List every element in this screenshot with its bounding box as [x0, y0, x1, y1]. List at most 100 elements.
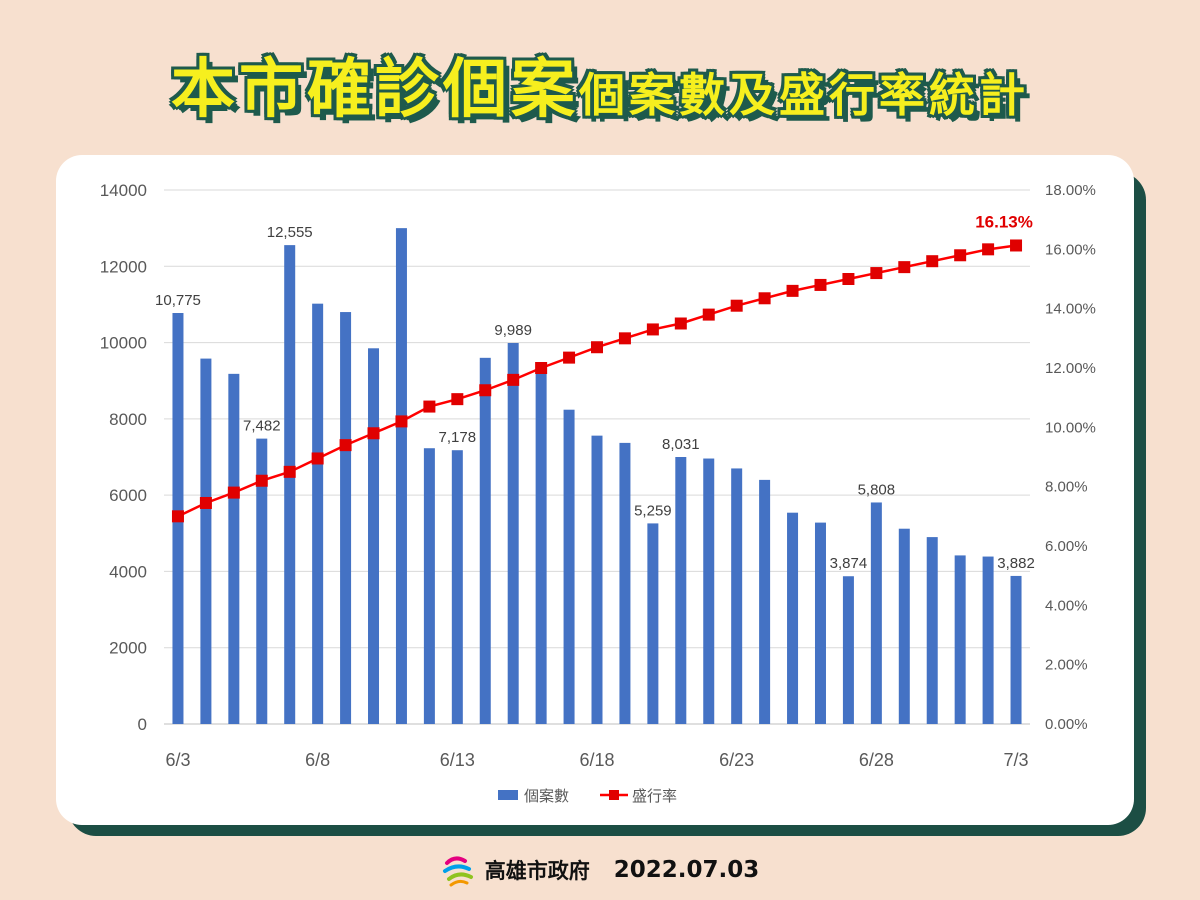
- rate-marker: [395, 415, 408, 428]
- bar: [954, 555, 966, 724]
- rate-marker: [171, 510, 184, 523]
- bar: [870, 502, 882, 724]
- x-tick-label: 6/13: [440, 750, 475, 770]
- footer-date: 2022.07.03: [613, 857, 760, 883]
- bar: [479, 357, 491, 724]
- bar-data-label: 10,775: [155, 292, 201, 309]
- rate-marker: [451, 393, 464, 406]
- bar-data-label: 3,874: [830, 555, 868, 572]
- rate-marker: [954, 249, 967, 262]
- rate-marker: [339, 439, 352, 452]
- y-left-tick-label: 12000: [100, 257, 147, 276]
- legend-label: 個案數: [524, 787, 569, 805]
- rate-data-label: 16.13%: [975, 212, 1033, 231]
- rate-marker: [507, 373, 520, 386]
- y-left-tick-label: 0: [138, 715, 147, 734]
- bar: [619, 442, 631, 724]
- bar: [451, 450, 463, 724]
- y-right-tick-label: 4.00%: [1045, 597, 1088, 614]
- x-tick-label: 6/8: [305, 750, 330, 770]
- x-tick-label: 6/18: [579, 750, 614, 770]
- rate-marker: [199, 496, 212, 509]
- rate-marker: [1010, 239, 1023, 252]
- y-left-tick-label: 8000: [109, 410, 147, 429]
- rate-marker: [255, 474, 268, 487]
- bar: [982, 556, 994, 724]
- y-right-tick-label: 14.00%: [1045, 301, 1096, 318]
- rate-marker: [674, 317, 687, 330]
- bar: [842, 576, 854, 724]
- bar: [759, 479, 771, 724]
- rate-marker: [982, 243, 995, 256]
- footer: 高雄市政府 2022.07.03: [0, 852, 1200, 888]
- y-right-tick-label: 18.00%: [1045, 182, 1096, 199]
- rate-marker: [870, 267, 883, 280]
- rate-marker: [367, 427, 380, 440]
- title-sub: 個案數及盛行率統計: [579, 68, 1029, 122]
- rate-marker: [423, 400, 436, 413]
- rate-marker: [479, 384, 492, 397]
- rate-marker: [618, 332, 631, 345]
- bar: [368, 348, 380, 724]
- bar: [423, 448, 435, 724]
- y-right-tick-label: 12.00%: [1045, 360, 1096, 377]
- bar-data-label: 8,031: [662, 436, 700, 453]
- rate-marker: [283, 465, 296, 478]
- bar: [591, 435, 603, 724]
- y-right-tick-label: 8.00%: [1045, 479, 1088, 496]
- rate-marker: [311, 452, 324, 465]
- rate-marker: [591, 341, 603, 354]
- bar: [256, 438, 268, 724]
- x-tick-label: 7/3: [1004, 750, 1029, 770]
- rate-marker: [227, 486, 240, 499]
- page-title: 本市確診個案個案數及盛行率統計: [0, 38, 1200, 130]
- bar-data-label: 12,555: [267, 224, 313, 241]
- y-left-tick-label: 10000: [100, 334, 147, 353]
- y-left-tick-label: 4000: [109, 562, 147, 581]
- rate-marker: [926, 255, 939, 268]
- kaohsiung-logo-icon: [442, 856, 473, 887]
- bar: [787, 512, 799, 724]
- bar-data-label: 7,482: [243, 418, 281, 435]
- bar: [507, 342, 519, 724]
- bar-data-label: 5,808: [858, 481, 896, 498]
- x-tick-label: 6/3: [165, 750, 190, 770]
- bar: [395, 228, 407, 724]
- title-main: 本市確診個案: [171, 53, 579, 127]
- rate-marker: [786, 284, 799, 297]
- rate-marker: [535, 362, 548, 374]
- y-right-tick-label: 2.00%: [1045, 657, 1088, 674]
- rate-marker: [814, 278, 827, 291]
- legend-label: 盛行率: [632, 787, 677, 805]
- y-right-tick-label: 16.00%: [1045, 241, 1096, 258]
- bar: [1010, 575, 1022, 724]
- bar-data-label: 7,178: [439, 429, 477, 446]
- y-left-tick-label: 6000: [109, 486, 147, 505]
- rate-marker: [758, 292, 771, 305]
- rate-marker: [730, 299, 743, 312]
- bar-data-label: 5,259: [634, 502, 672, 519]
- bar: [814, 522, 826, 724]
- bar-data-label: 9,989: [494, 322, 532, 339]
- bar: [200, 358, 212, 724]
- bar: [898, 528, 910, 724]
- footer-org: 高雄市政府: [484, 859, 590, 883]
- bar: [228, 373, 240, 724]
- x-tick-label: 6/28: [859, 750, 894, 770]
- bar: [340, 312, 352, 724]
- bar-data-label: 3,882: [997, 555, 1035, 572]
- bar: [563, 409, 575, 724]
- y-left-tick-label: 14000: [100, 181, 147, 200]
- legend-marker-swatch: [609, 790, 619, 800]
- rate-marker: [898, 261, 911, 274]
- bar: [731, 468, 743, 724]
- bar: [703, 458, 715, 724]
- y-right-tick-label: 0.00%: [1045, 716, 1088, 733]
- bar: [647, 523, 659, 724]
- rate-marker: [702, 308, 715, 321]
- rate-marker: [563, 351, 576, 364]
- bar: [535, 365, 547, 724]
- bar: [312, 303, 324, 724]
- x-tick-label: 6/23: [719, 750, 754, 770]
- y-right-tick-label: 6.00%: [1045, 538, 1088, 555]
